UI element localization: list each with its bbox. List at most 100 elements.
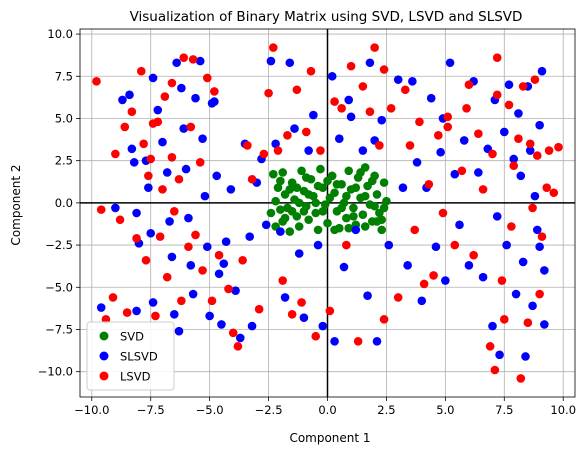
slsvd-point	[514, 109, 523, 118]
slsvd-point	[221, 237, 231, 246]
y-tick-label: 10.0	[47, 27, 73, 41]
slsvd-point	[165, 217, 174, 226]
lsvd-point	[202, 73, 212, 83]
lsvd-point	[306, 66, 316, 76]
slsvd-point	[195, 56, 205, 66]
lsvd-point	[141, 255, 151, 265]
slsvd-point	[158, 137, 167, 147]
slsvd-point	[313, 240, 323, 250]
slsvd-point	[146, 228, 156, 238]
lsvd-point	[146, 154, 156, 164]
lsvd-point	[375, 141, 384, 150]
slsvd-point	[132, 208, 141, 218]
slsvd-point	[377, 115, 387, 125]
slsvd-point	[445, 58, 455, 68]
lsvd-point	[297, 298, 306, 307]
lsvd-point	[316, 146, 325, 155]
slsvd-point	[412, 158, 422, 167]
lsvd-point	[535, 289, 544, 299]
svd-point	[372, 190, 382, 199]
lsvd-point	[342, 240, 351, 250]
lsvd-point	[509, 161, 519, 171]
slsvd-point	[172, 58, 181, 68]
slsvd-point	[309, 110, 318, 120]
legend-box	[86, 321, 175, 391]
slsvd-point	[181, 164, 191, 174]
lsvd-point	[516, 374, 526, 383]
slsvd-point	[330, 336, 339, 346]
slsvd-point	[169, 309, 179, 319]
svd-point	[323, 176, 332, 186]
slsvd-point	[358, 146, 368, 155]
x-tick-label: 7.5	[495, 403, 513, 417]
slsvd-point	[393, 75, 403, 84]
lsvd-point	[450, 240, 460, 250]
slsvd-point	[247, 321, 257, 331]
lsvd-point	[186, 122, 196, 132]
lsvd-point	[247, 174, 257, 184]
lsvd-point	[160, 92, 170, 101]
lsvd-point	[443, 112, 453, 122]
svd-point	[318, 207, 328, 216]
slsvd-point	[191, 93, 200, 103]
slsvd-point	[464, 261, 474, 270]
slsvd-point	[441, 276, 450, 285]
lsvd-point	[353, 336, 363, 346]
svd-point	[311, 198, 321, 208]
svd-point	[316, 164, 325, 174]
slsvd-point	[502, 240, 511, 250]
slsvd-point	[231, 286, 240, 295]
lsvd-point	[337, 104, 346, 113]
y-tick-label: 2.5	[55, 154, 73, 168]
svd-point	[325, 193, 335, 203]
lsvd-point	[514, 134, 523, 144]
lsvd-point	[167, 78, 177, 88]
svd-point	[323, 218, 332, 228]
lsvd-point	[311, 331, 321, 341]
slsvd-point	[188, 289, 198, 299]
lsvd-point	[292, 85, 302, 95]
lsvd-point	[155, 232, 165, 241]
slsvd-point	[285, 58, 295, 68]
slsvd-point	[304, 146, 313, 155]
svd-point	[271, 196, 280, 206]
slsvd-point	[148, 298, 158, 307]
slsvd-point	[488, 321, 497, 331]
slsvd-point	[459, 136, 469, 145]
slsvd-point	[372, 336, 382, 346]
lsvd-point	[136, 66, 146, 76]
lsvd-point	[177, 296, 186, 306]
slsvd-point	[318, 321, 328, 331]
slsvd-point	[363, 291, 372, 301]
slsvd-point	[125, 90, 134, 100]
svd-point	[311, 208, 321, 218]
lsvd-point	[224, 284, 233, 294]
lsvd-point	[144, 171, 153, 181]
slsvd-point	[521, 352, 530, 361]
lsvd-point	[120, 122, 130, 132]
lsvd-point	[370, 43, 379, 52]
svd-point	[360, 191, 370, 201]
lsvd-point	[101, 315, 111, 324]
slsvd-point	[540, 266, 549, 275]
lsvd-point	[184, 242, 193, 252]
lsvd-point	[243, 141, 252, 150]
y-tick-label: 0.0	[55, 196, 73, 210]
svd-point	[294, 222, 304, 231]
slsvd-point	[327, 71, 337, 81]
lsvd-point	[532, 151, 542, 160]
slsvd-point	[511, 289, 521, 299]
lsvd-point	[158, 185, 167, 194]
slsvd-point	[365, 58, 375, 68]
slsvd-point	[299, 313, 309, 322]
slsvd-point	[339, 262, 349, 272]
lsvd-point	[111, 149, 120, 159]
lsvd-point	[542, 183, 552, 192]
lsvd-point	[301, 127, 311, 137]
slsvd-point	[212, 171, 222, 181]
lsvd-point	[358, 82, 368, 91]
slsvd-point	[214, 269, 224, 279]
svd-point	[330, 225, 339, 235]
lsvd-point	[457, 166, 467, 176]
